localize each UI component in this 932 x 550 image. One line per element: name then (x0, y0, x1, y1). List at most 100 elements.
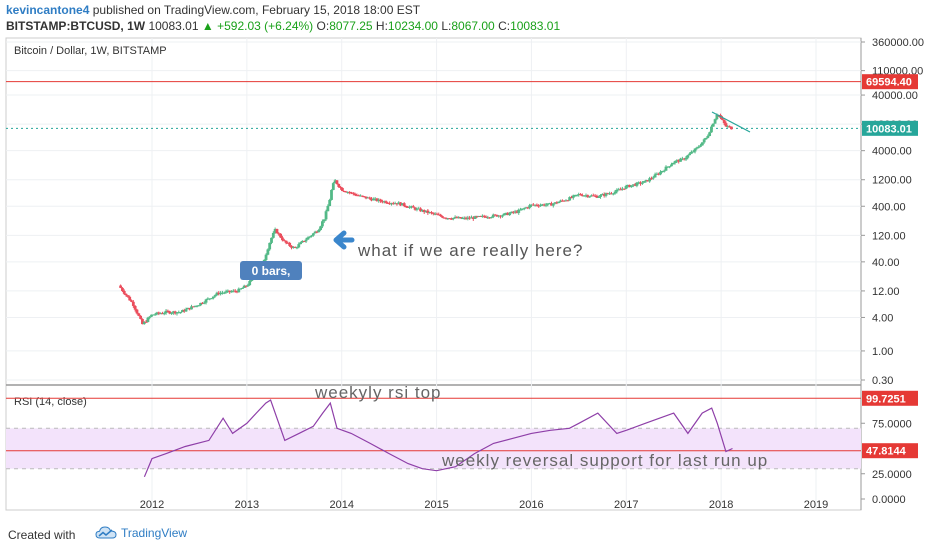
candle-body (219, 292, 223, 295)
candle-body (144, 321, 148, 323)
candle-body (726, 126, 730, 128)
candle-body (139, 315, 143, 319)
annotation-arrow-icon[interactable] (333, 230, 355, 250)
candle-body (646, 180, 650, 182)
candle-body (537, 205, 541, 207)
candle-body (526, 207, 530, 209)
tradingview-cloud-icon (95, 526, 117, 539)
candle-body (559, 200, 562, 202)
candle-body (482, 215, 486, 217)
candle-body (635, 182, 639, 186)
candle-body (722, 119, 726, 124)
up-triangle-icon: ▲ (201, 19, 214, 33)
bars-badge[interactable] (240, 261, 302, 280)
candle-body (366, 197, 370, 199)
candle-body (239, 288, 243, 290)
candle-body (615, 189, 619, 192)
time-tick-label: 2017 (614, 499, 638, 511)
close-label: C: (498, 19, 511, 33)
candle-body (382, 201, 386, 203)
candle-body (246, 285, 250, 287)
price-tick-label: 400.00 (872, 201, 906, 213)
price-tick-label: 360000.00 (872, 37, 924, 49)
candle-body (577, 194, 581, 196)
annotation-what-if[interactable]: what if we are really here? (357, 241, 583, 260)
candle-body (675, 160, 679, 162)
candle-body (306, 237, 310, 240)
candle-body (522, 208, 526, 210)
candle-body (575, 194, 579, 196)
last-price-tag: 10083.01 (862, 120, 918, 136)
candle-body (293, 247, 297, 249)
svg-text:69594.40: 69594.40 (866, 77, 912, 89)
candle-body (617, 189, 621, 191)
candle-body (497, 215, 501, 217)
candle-body (531, 204, 535, 206)
candle-body (684, 157, 688, 160)
rsi-series-line (143, 399, 733, 478)
candle-body (551, 203, 555, 206)
candle-body (244, 285, 248, 287)
candle-body (233, 290, 237, 292)
candle-body (620, 188, 624, 190)
candle-body (157, 312, 161, 314)
candle-body (406, 206, 410, 208)
candle-body (193, 305, 197, 307)
candle-body (182, 310, 186, 312)
candle-body (475, 216, 479, 218)
time-tick-label: 2018 (709, 499, 733, 511)
candle-body (397, 202, 401, 205)
footer: Created with TradingView (0, 520, 932, 550)
candle-body (206, 298, 210, 300)
candle-body (588, 196, 592, 198)
candle-body (291, 247, 295, 249)
candle-body (390, 203, 393, 205)
candle-body (277, 233, 281, 235)
candle-body (148, 316, 152, 318)
price-tick-label: 40000.00 (872, 90, 918, 102)
candle-body (124, 293, 128, 296)
candle-body (422, 209, 426, 213)
candle-body (510, 211, 513, 214)
price-tick-label: 1200.00 (872, 175, 912, 187)
candle-body (653, 174, 657, 178)
candle-body (248, 281, 252, 286)
candle-body (161, 313, 164, 315)
candle-body (273, 229, 277, 233)
candle-body (539, 205, 542, 207)
candle-body (321, 221, 324, 227)
candle-body (226, 290, 230, 292)
candle-body (346, 192, 350, 194)
candle-body (660, 170, 664, 172)
candle-body (637, 182, 641, 184)
candle-body (515, 211, 519, 213)
candle-body (450, 218, 453, 220)
candle-body (135, 309, 139, 314)
tradingview-link[interactable]: TradingView (95, 526, 187, 540)
chart-canvas[interactable]: Bitcoin / Dollar, 1W, BITSTAMP RSI (14, … (0, 36, 932, 520)
candle-body (426, 210, 430, 213)
candle-body (613, 191, 617, 194)
author-link[interactable]: kevincantone4 (6, 3, 90, 17)
annotation-rsi-top[interactable]: weekyly rsi top (314, 383, 441, 402)
candle-body (631, 184, 635, 186)
candle-body (353, 193, 357, 196)
candle-body (221, 292, 224, 294)
candle-body (495, 214, 499, 217)
candle-body (420, 209, 424, 212)
rsi-support-tag: 47.8144 (862, 443, 918, 459)
candle-body (404, 206, 408, 208)
candle-body (271, 232, 275, 238)
candle-body (462, 217, 466, 219)
candle-body (593, 195, 597, 197)
svg-text:47.8144: 47.8144 (866, 446, 907, 458)
candle-body (624, 186, 628, 189)
trend-line-drawing[interactable] (711, 111, 751, 133)
candle-body (377, 199, 381, 202)
candle-body (491, 214, 495, 218)
candle-body (241, 287, 244, 289)
candle-body (502, 213, 506, 216)
annotation-rsi-support[interactable]: weekly reversal support for last run up (441, 451, 768, 470)
candle-body (224, 291, 228, 293)
candle-body (268, 242, 272, 250)
